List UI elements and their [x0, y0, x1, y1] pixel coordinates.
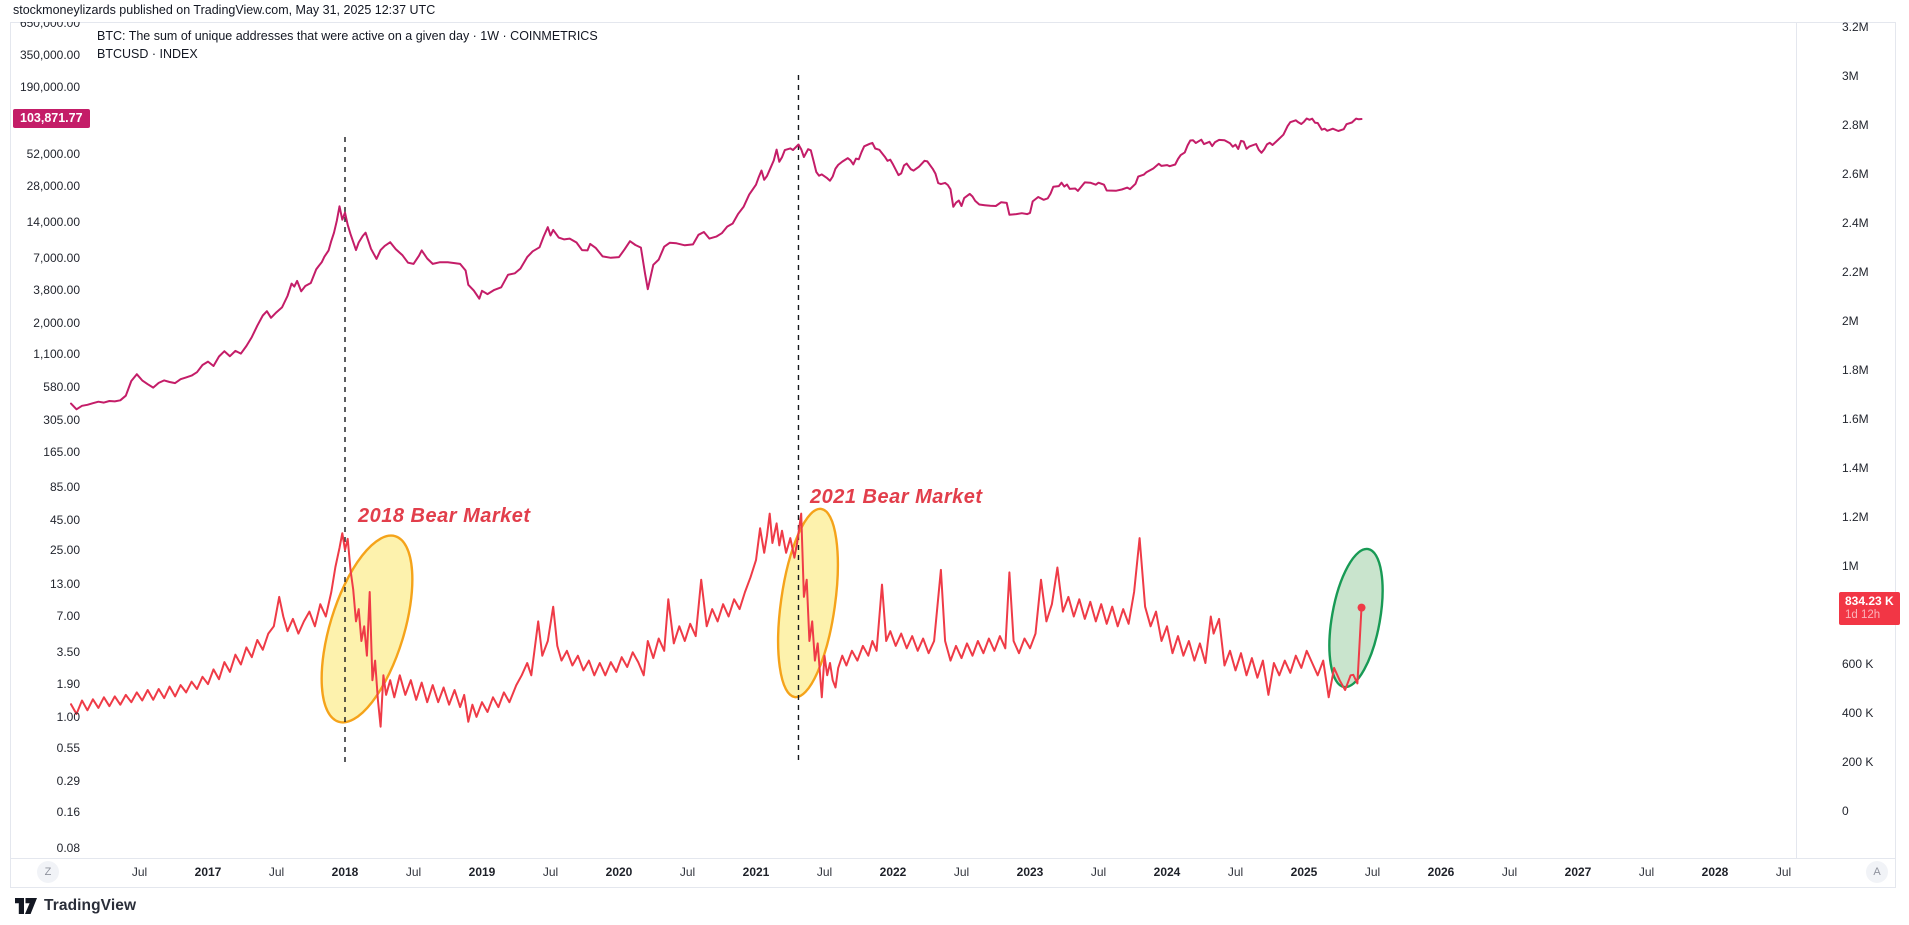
- right-axis-tick: 3M: [1842, 69, 1859, 83]
- price-series-line: [70, 117, 1363, 411]
- right-axis-tick: 1.2M: [1842, 510, 1869, 524]
- right-axis-tick: 1M: [1842, 559, 1859, 573]
- right-axis-tick: 2.6M: [1842, 167, 1869, 181]
- time-axis-tick: 2027: [1564, 865, 1592, 879]
- right-axis-tick: 0: [1842, 804, 1849, 818]
- right-axis-tick: 2.8M: [1842, 118, 1869, 132]
- left-axis-tick: 1.90: [56, 676, 80, 691]
- time-axis-tick: Jul: [1638, 865, 1655, 879]
- left-axis-tick: 0.16: [56, 805, 80, 820]
- right-axis-tick: 1.4M: [1842, 461, 1869, 475]
- right-axis-tick: 400 K: [1842, 706, 1874, 720]
- annotation-2018-bear-market: 2018 Bear Market: [358, 505, 531, 527]
- annotation-2021-bear-market: 2021 Bear Market: [810, 486, 983, 508]
- left-axis-tick: 0.08: [56, 840, 80, 855]
- time-axis-tick: Jul: [816, 865, 833, 879]
- left-axis-tick: 13.00: [49, 576, 80, 591]
- time-axis-tick: Jul: [1227, 865, 1244, 879]
- last-price-badge: 103,871.77: [13, 109, 90, 129]
- left-axis-tick: 28,000.00: [26, 179, 80, 193]
- time-axis-tick: 2023: [1016, 865, 1044, 879]
- right-axis-tick: 200 K: [1842, 755, 1874, 769]
- time-axis-tick: Jul: [953, 865, 970, 879]
- left-axis-tick: 52,000.00: [26, 146, 80, 161]
- time-axis-tick: Jul: [131, 865, 148, 879]
- last-value-dot: [1357, 603, 1366, 612]
- right-axis-tick: 1.6M: [1842, 412, 1869, 426]
- scale-auto-a-button[interactable]: A: [1866, 861, 1888, 883]
- left-axis-tick: 85.00: [49, 479, 80, 494]
- chart-frame: [10, 22, 1896, 888]
- left-axis-tick: 165.00: [43, 445, 80, 460]
- time-axis-tick: 2019: [468, 865, 496, 879]
- right-axis-tick: 2.2M: [1842, 265, 1869, 279]
- time-axis-tick: 2022: [879, 865, 907, 879]
- left-axis-tick: 580.00: [43, 380, 80, 395]
- tradingview-brand-text: TradingView: [44, 897, 137, 914]
- time-axis-tick: 2017: [194, 865, 222, 879]
- bear-market-ellipse: [320, 534, 414, 724]
- series-title: BTC: The sum of unique addresses that we…: [97, 29, 598, 43]
- green-highlight-ellipse: [1328, 547, 1384, 689]
- left-axis-tick: 25.00: [49, 543, 80, 558]
- time-axis-tick: Jul: [1090, 865, 1107, 879]
- right-axis-tick: 600 K: [1842, 657, 1874, 671]
- bar-countdown: 1d 12h: [1845, 608, 1881, 621]
- right-axis-tick: 2.4M: [1842, 216, 1869, 230]
- time-axis-separator: [10, 858, 1896, 859]
- symbol-title: BTCUSD · INDEX: [97, 47, 198, 61]
- right-axis-tick: 3.2M: [1842, 20, 1869, 34]
- left-axis-tick: 1,100.00: [33, 346, 80, 361]
- time-axis-tick: Jul: [542, 865, 559, 879]
- last-value-badge: 834.23 K 1d 12h: [1839, 591, 1900, 625]
- scale-reset-z-button[interactable]: Z: [37, 861, 59, 883]
- time-axis-tick: 2018: [331, 865, 359, 879]
- left-axis-tick: 350,000.00: [19, 48, 80, 63]
- left-axis-tick: 190,000.00: [19, 79, 80, 94]
- tradingview-attribution[interactable]: TradingView: [15, 897, 136, 915]
- time-axis-tick: Jul: [405, 865, 422, 879]
- left-axis-tick: 7.00: [56, 609, 80, 624]
- left-axis-tick: 3,800.00: [33, 282, 80, 297]
- time-axis-tick: Jul: [1501, 865, 1518, 879]
- last-value-label: 834.23 K: [1845, 593, 1894, 608]
- publish-banner: stockmoneylizards published on TradingVi…: [0, 0, 1909, 22]
- right-axis-tick: 2M: [1842, 314, 1859, 328]
- left-axis-tick: 0.55: [56, 741, 80, 755]
- tradingview-logo-icon: [15, 898, 37, 914]
- time-axis-tick: 2025: [1290, 865, 1318, 879]
- time-axis-tick: 2020: [605, 865, 633, 879]
- chart-legend: BTC: The sum of unique addresses that we…: [97, 27, 598, 63]
- left-axis-tick: 0.29: [56, 774, 80, 789]
- time-axis-tick: 2021: [742, 865, 770, 879]
- time-axis-tick: Jul: [1364, 865, 1381, 879]
- left-axis-tick: 1.00: [56, 710, 80, 724]
- left-axis-tick: 7,000.00: [33, 250, 80, 265]
- time-axis-tick: Jul: [679, 865, 696, 879]
- left-axis-tick: 3.50: [56, 645, 80, 660]
- time-axis-tick: Jul: [1775, 865, 1792, 879]
- time-axis-tick: 2028: [1701, 865, 1729, 879]
- left-axis-tick: 14,000.00: [26, 214, 80, 229]
- right-scale-separator: [1796, 22, 1797, 858]
- time-axis-tick: 2026: [1427, 865, 1455, 879]
- active-addresses-series-line: [70, 512, 1363, 728]
- right-axis-tick: 1.8M: [1842, 363, 1869, 377]
- left-axis-tick: 2,000.00: [33, 315, 80, 330]
- left-axis-tick: 45.00: [49, 512, 80, 527]
- left-axis-tick: 305.00: [43, 413, 80, 428]
- time-axis-tick: 2024: [1153, 865, 1181, 879]
- time-axis-tick: Jul: [268, 865, 285, 879]
